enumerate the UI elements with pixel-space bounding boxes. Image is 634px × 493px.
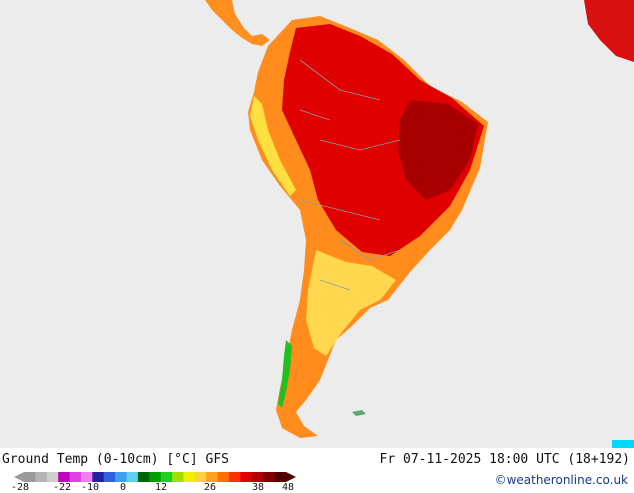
mild-region-south [306,250,396,356]
legend-arrow-right [286,472,296,482]
map-corner-marker [612,440,634,448]
legend-swatch [58,472,71,482]
legend-swatch [92,472,105,482]
legend-swatch [194,472,207,482]
legend-swatch [274,472,287,482]
legend-swatch [126,472,139,482]
legend-swatch [206,472,219,482]
legend-swatch [251,472,264,482]
cool-strip-andes [278,340,292,408]
temperature-map [0,0,634,448]
credit-link[interactable]: ©weatheronline.co.uk [494,473,628,487]
map-canvas [205,0,634,448]
map-footer: Ground Temp (0-10cm) [°C] GFS Fr 07-11-2… [0,448,634,493]
map-title: Ground Temp (0-10cm) [°C] GFS [2,452,229,467]
legend-colorbar [14,472,296,482]
legend-swatch [229,472,241,482]
legend-swatch [172,472,184,482]
legend-swatch [115,472,128,482]
legend-tick-label: -28 [10,482,30,493]
very-hot-region [398,100,478,200]
legend-swatch [80,472,93,482]
legend-swatch [263,472,276,482]
legend-swatch [69,472,82,482]
legend-swatch [103,472,116,482]
legend-swatch [183,472,196,482]
country-borders [299,59,401,291]
legend-swatch [240,472,253,482]
legend-tick-label: -22 [52,482,72,493]
legend-tick-label: 48 [281,482,295,493]
legend-swatch [24,472,36,482]
legend-swatch [35,472,48,482]
legend-swatch [149,472,162,482]
legend-tick-label: 38 [251,482,265,493]
legend-swatch [137,472,150,482]
legend-arrow-left [14,472,24,482]
legend-tick-label: 26 [203,482,217,493]
legend-swatch [46,472,59,482]
west-coast-strip [250,96,296,196]
falkland-islands [352,410,366,416]
legend-swatch [217,472,230,482]
valid-time: Fr 07-11-2025 18:00 UTC (18+192) [379,452,630,467]
central-america-land [205,0,270,46]
legend-tick-label: -10 [80,482,100,493]
legend-tick-label: 12 [154,482,168,493]
legend-tick-label: 0 [119,482,127,493]
legend-swatch [160,472,173,482]
africa-land [584,0,634,62]
hot-region-north [282,24,484,256]
